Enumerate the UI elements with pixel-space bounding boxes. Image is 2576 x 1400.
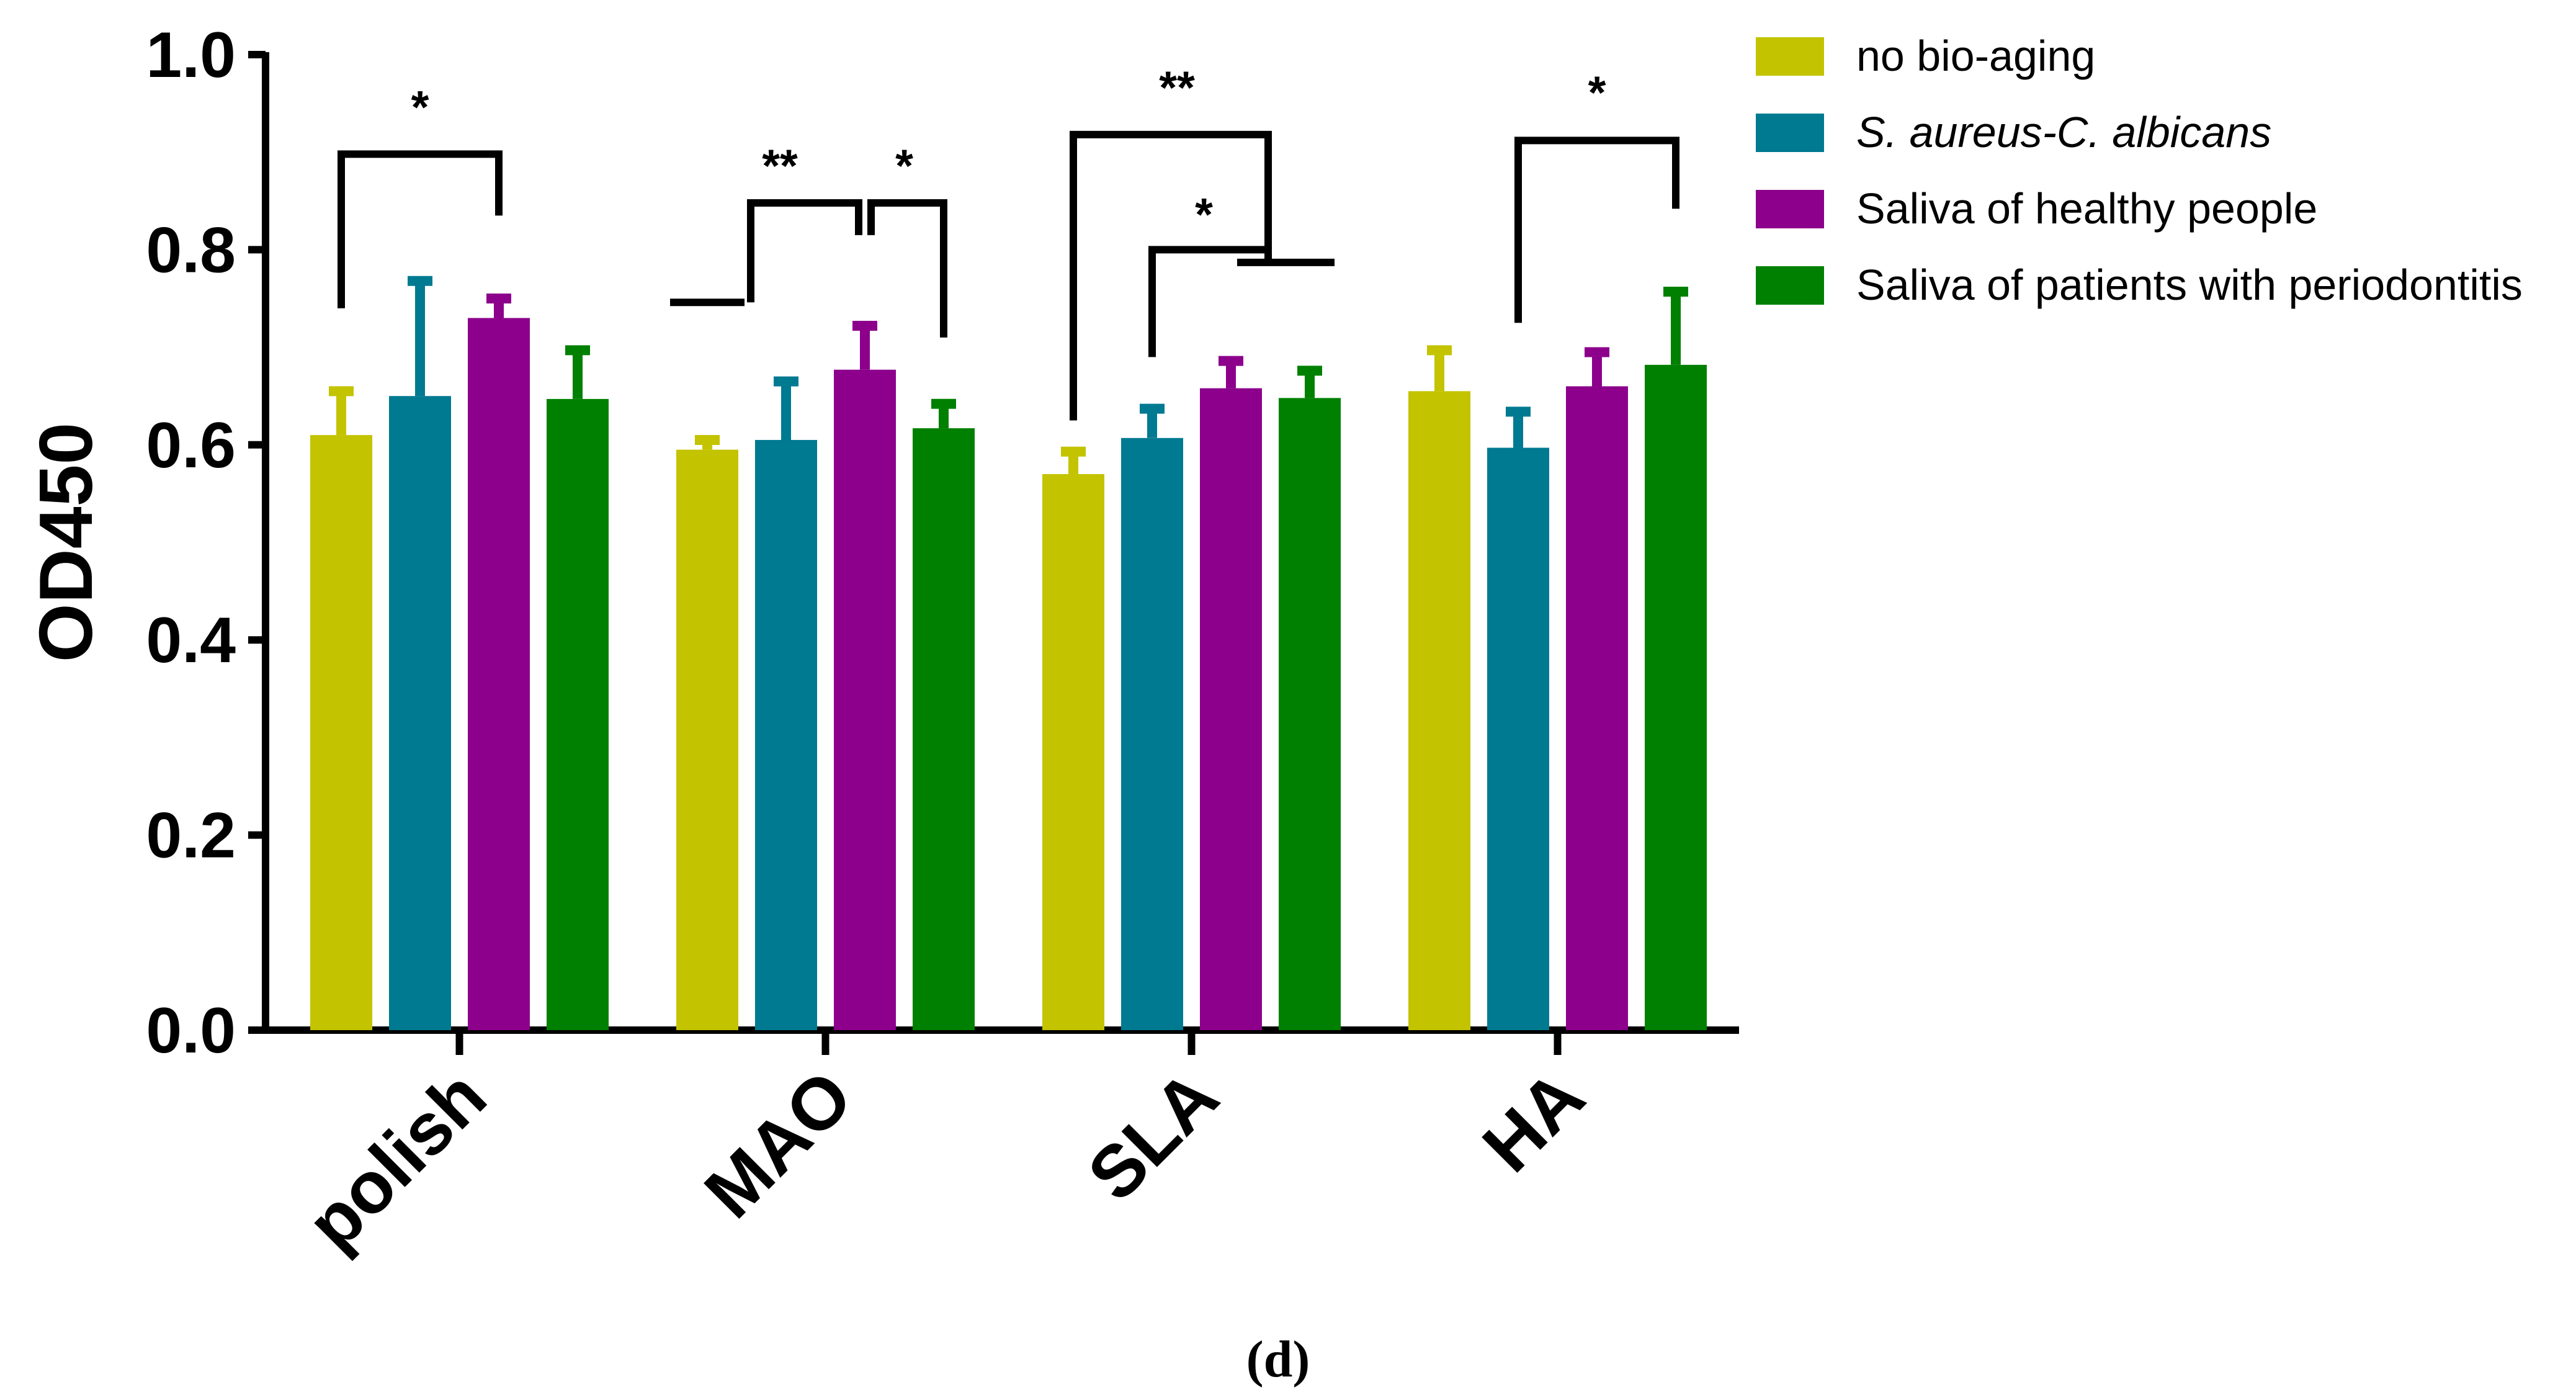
y-tick-label: 0.2: [146, 800, 236, 872]
bar-SLA-series-1: [1121, 437, 1183, 1030]
sig-bracket-mao-right: [867, 199, 947, 338]
y-tick-label: 0.6: [146, 410, 236, 482]
sig-bracket-sla-outer: [1070, 130, 1272, 421]
bar-MAO-series-2: [834, 369, 896, 1030]
sig-bracket-sla-inner: [1148, 246, 1272, 357]
bar-polish-series-1: [389, 396, 451, 1030]
legend-swatch-series-0: [1756, 37, 1824, 76]
legend-label-series-0: no bio-aging: [1856, 32, 2095, 80]
bar-MAO-series-0: [676, 449, 738, 1030]
bar-HA-series-1: [1487, 447, 1549, 1030]
legend: no bio-aging S. aureus-C. albicans Saliva …: [1756, 32, 2523, 309]
x-tick-label-MAO: MAO: [689, 1055, 868, 1234]
bar-polish-series-3: [547, 398, 609, 1030]
legend-swatch-series-1: [1756, 114, 1824, 152]
sig-label: *: [411, 81, 429, 133]
legend-swatch-series-3: [1756, 266, 1824, 305]
bar-MAO-series-1: [755, 439, 817, 1030]
x-tick-label-HA: HA: [1467, 1055, 1600, 1188]
sig-label: *: [1195, 189, 1213, 240]
significance-annotations: *** *****: [338, 62, 1679, 421]
bars: [310, 276, 1707, 1031]
bar-HA-series-3: [1645, 364, 1707, 1030]
legend-label-series-1: S. aureus-C. albicans: [1856, 108, 2271, 156]
x-tick-label-polish: polish: [292, 1055, 502, 1265]
y-tick-label: 0.8: [146, 214, 236, 286]
y-tick-label: 1.0: [146, 19, 236, 91]
bar-SLA-series-2: [1200, 388, 1262, 1030]
bar-HA-series-2: [1566, 386, 1628, 1030]
sig-label: **: [1159, 62, 1195, 114]
y-tick-label: 0.0: [146, 995, 236, 1067]
bar-SLA-series-0: [1042, 473, 1104, 1030]
y-tick-label: 0.4: [146, 604, 236, 676]
y-axis-label: OD450: [24, 423, 108, 663]
x-tick-label-SLA: SLA: [1073, 1055, 1234, 1216]
panel-label: (d): [1246, 1330, 1310, 1388]
bar-polish-series-0: [310, 435, 372, 1030]
sig-bracket-polish: [338, 150, 503, 308]
sig-bracket-mao-left: [747, 199, 862, 303]
legend-label-series-2: Saliva of healthy people: [1856, 184, 2317, 233]
sig-label: *: [1588, 66, 1606, 118]
legend-swatch-series-2: [1756, 190, 1824, 228]
sig-bracket-ha: [1514, 137, 1679, 323]
sig-label: **: [762, 140, 798, 191]
bar-MAO-series-3: [913, 428, 975, 1030]
bar-SLA-series-3: [1279, 398, 1341, 1030]
bar-polish-series-2: [468, 318, 530, 1031]
sig-label: *: [895, 140, 913, 191]
bar-HA-series-0: [1408, 391, 1470, 1030]
legend-label-series-3: Saliva of patients with periodontitis: [1856, 261, 2523, 309]
